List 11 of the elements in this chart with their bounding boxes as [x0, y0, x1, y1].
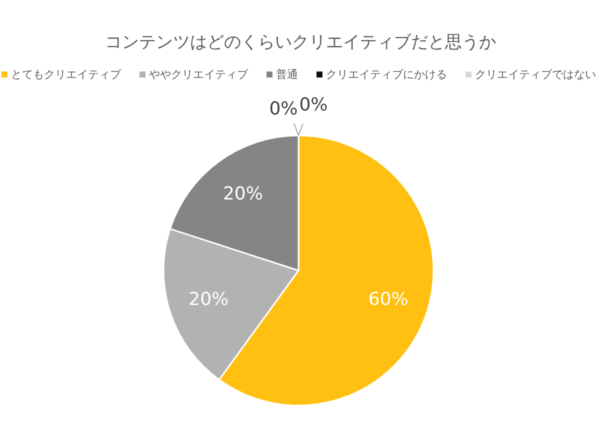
chart-title: コンテンツはどのくらいクリエイティブだと思うか [105, 32, 496, 52]
text: 0% [269, 98, 298, 120]
legend-label: 普通 [276, 68, 298, 81]
legend-label: クリエイティブにかける [326, 68, 447, 81]
data-label: 20% [188, 289, 229, 310]
text: 0% [299, 94, 328, 116]
data-label: 60% [368, 289, 408, 310]
legend-label: ややクリエイティブ [149, 68, 249, 81]
legend-label: とてもクリエイティブ [11, 68, 122, 81]
data-label: 20% [222, 184, 263, 205]
legend-label: クリエイティブではない [475, 68, 596, 81]
